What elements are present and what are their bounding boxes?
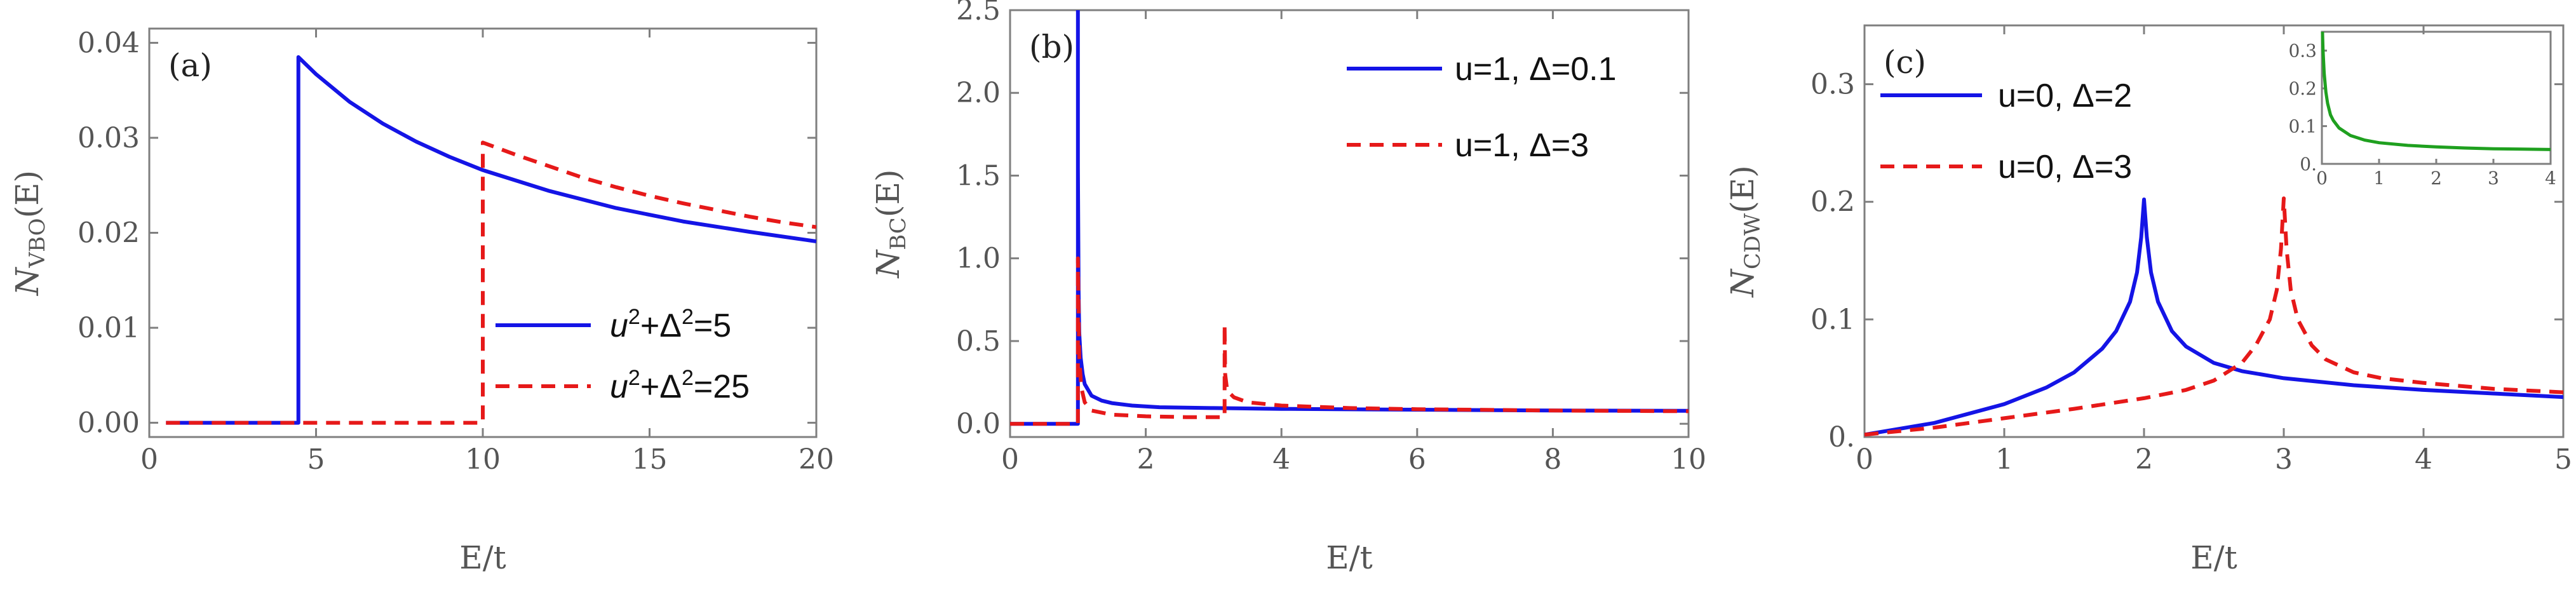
series-line-blue [1010,10,1689,426]
legend: u2+Δ2=5u2+Δ2=25 [496,305,750,405]
series-group [1010,10,1689,426]
x-tick-label: 4 [2415,443,2432,476]
y-axis-label: NVBO(E) [9,170,50,296]
inset-x-tick-label: 1 [2373,168,2385,189]
legend-sup: 2 [628,366,640,390]
inset-series-line [2321,31,2551,151]
y-tick-label: 1.5 [956,159,1001,192]
panel-1: 0 5 10 15 20 0.00 0.01 0.02 0.03 0.04 E/t NVBO(E) (a… [9,27,834,576]
inset-x-tick-label: 0 [2316,168,2328,189]
y-axis-label-tail: (E) [9,170,46,219]
y-axis-label-main: N [1724,268,1761,298]
series-line-red [166,140,816,425]
y-tick-label: 0.5 [956,325,1001,358]
series-line-blue [166,55,816,425]
y-axis-label-tail: (E) [1724,165,1761,213]
x-tick-label: 5 [2554,443,2572,476]
x-tick-label: 0 [140,443,158,476]
x-tick-label: 8 [1544,443,1561,476]
y-tick-label: 0.04 [78,27,140,59]
y-tick-label: 0.00 [78,407,140,440]
x-tick-label: 1 [1995,443,2013,476]
legend-entry: u=1, Δ=3 [1455,127,1589,164]
legend-entry: u=1, Δ=0.1 [1455,51,1617,88]
x-axis-label: E/t [459,539,506,576]
inset-x-tick-label: 4 [2545,168,2556,189]
x-tick-label: 10 [465,443,501,476]
series-group [1865,196,2563,437]
series-group [166,55,816,425]
y-axis-label: NCDW(E) [1724,165,1765,298]
legend-tail: =5 [694,307,731,344]
legend-entry: u=0, Δ=2 [1998,77,2132,114]
x-tick-label: 20 [799,443,834,476]
panel-tag: (a) [168,47,212,84]
panel-2: 0 2 4 6 8 10 0.0 0.5 1.0 1.5 2.0 2.5 E/t NBC(E) (b) u=1… [870,0,1706,576]
x-tick-label: 15 [632,443,668,476]
x-tick-label: 3 [2275,443,2293,476]
y-tick-label: 0. [1828,421,1855,454]
x-axis-label: E/t [2190,539,2237,576]
x-tick-label: 0 [1856,443,1873,476]
y-axis-label-sub: VBO [25,218,50,268]
inset-y-tick-label: 0.1 [2288,116,2317,137]
y-tick-label: 0.03 [78,122,140,154]
y-tick-label: 0.3 [1811,69,1855,101]
legend: u=1, Δ=0.1 u=1, Δ=3 [1347,51,1617,164]
legend-entry: u2+Δ2=25 [610,366,750,405]
series-line-blue [1865,198,2563,437]
x-tick-label: 4 [1272,443,1290,476]
inset-y-tick-label: 0.2 [2288,78,2317,99]
series-line-red [1865,196,2563,437]
inset-y-tick-label: 0. [2300,154,2317,175]
y-tick-label: 0.02 [78,217,140,250]
x-axis-label: E/t [1326,539,1372,576]
y-axis-label-main: N [870,248,907,278]
legend-sup: 2 [628,305,640,329]
series-line-red [1010,256,1689,426]
y-axis-label-sub: CDW [1740,213,1765,269]
plot-frame [1009,9,1690,438]
legend-mid: +Δ [640,368,682,405]
inset-x-tick-label: 2 [2431,168,2442,189]
y-axis-label-main: N [9,266,46,296]
legend-entry: u=0, Δ=3 [1998,149,2132,185]
inset-frame [2321,30,2552,165]
x-tick-label: 10 [1671,443,1706,476]
legend-sup: 2 [682,305,694,329]
inset-x-tick-label: 3 [2488,168,2499,189]
x-tick-label: 2 [2135,443,2153,476]
y-tick-label: 1.0 [956,243,1001,275]
y-axis-label-sub: BC [886,217,911,250]
legend-tail: =25 [694,368,750,405]
y-axis-label: NBC(E) [870,170,911,279]
inset: 0 1 2 3 4 0. 0.1 0.2 0.3 [2288,30,2556,189]
panel-tag: (c) [1884,44,1926,81]
y-tick-label: 0.01 [78,312,140,344]
plot-frame [1863,24,2565,438]
legend-entry: u2+Δ2=5 [610,305,731,344]
legend-var-u: u [610,368,628,405]
x-tick-label: 2 [1137,443,1155,476]
y-tick-label: 2.5 [956,0,1001,27]
y-tick-label: 0.1 [1811,304,1855,336]
legend-mid: +Δ [640,307,682,344]
y-axis-label-tail: (E) [870,170,907,218]
x-tick-label: 5 [307,443,325,476]
legend-var-u: u [610,307,628,344]
y-tick-label: 2.0 [956,77,1001,109]
panel-tag: (b) [1029,29,1074,65]
legend-sup: 2 [682,366,694,390]
legend: u=0, Δ=2 u=0, Δ=3 [1880,77,2132,185]
x-tick-label: 6 [1408,443,1426,476]
y-tick-label: 0.0 [956,408,1001,440]
y-tick-label: 0.2 [1811,186,1855,219]
inset-y-tick-label: 0.3 [2288,41,2317,62]
x-tick-label: 0 [1001,443,1019,476]
